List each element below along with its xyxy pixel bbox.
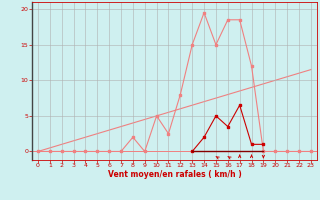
X-axis label: Vent moyen/en rafales ( km/h ): Vent moyen/en rafales ( km/h ) [108, 170, 241, 179]
